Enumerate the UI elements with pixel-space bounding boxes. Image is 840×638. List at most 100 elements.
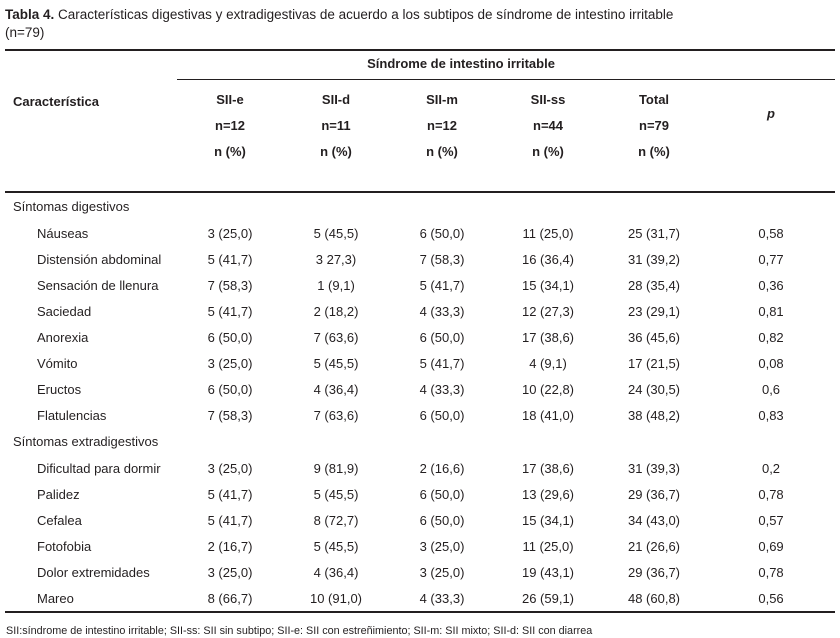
column-unit: n (%) xyxy=(426,144,458,159)
column-name: SII-e xyxy=(216,92,244,107)
cell-value: 6 (50,0) xyxy=(419,407,465,423)
cell-p-value: 0,81 xyxy=(758,303,784,319)
table-row: Distensión abdominal 5 (41,7) 3 27,3) 7 (58… xyxy=(5,246,835,272)
table-row: Flatulencias 7 (58,3) 7 (63,6) 6 (50,0) 18 (… xyxy=(5,402,835,428)
cell-value: 2 (18,2) xyxy=(313,303,359,319)
cell-value: 6 (50,0) xyxy=(419,329,465,345)
cell-value: 34 (43,0) xyxy=(627,512,681,528)
column-name: SII-ss xyxy=(530,92,566,107)
cell-value: 3 (25,0) xyxy=(207,460,253,476)
column-header-sii-d: SII-d n=11 n (%) xyxy=(283,79,389,193)
section-row: Síntomas digestivos xyxy=(5,192,835,220)
cell-value: 5 (41,7) xyxy=(419,277,465,293)
column-header-row: Característica SII-e n=12 n (%) SII-d n=… xyxy=(5,79,836,193)
cell-value: 7 (63,6) xyxy=(313,407,359,423)
section-row: Síntomas extradigestivos xyxy=(5,428,835,455)
cell-value: 5 (45,5) xyxy=(313,486,359,502)
cell-value: 48 (60,8) xyxy=(627,590,681,606)
table-footnote: SII:síndrome de intestino irritable; SII… xyxy=(6,625,593,637)
cell-p-value: 0,2 xyxy=(761,460,781,476)
column-header-total: Total n=79 n (%) xyxy=(601,79,707,193)
cell-value: 5 (41,7) xyxy=(207,303,253,319)
cell-value: 2 (16,6) xyxy=(419,460,465,476)
table-row: Sensación de llenura 7 (58,3) 1 (9,1) 5 (41… xyxy=(5,272,835,298)
cell-p-value: 0,78 xyxy=(758,486,784,502)
cell-value: 38 (48,2) xyxy=(627,407,681,423)
row-label: Flatulencias xyxy=(37,407,107,423)
table-row: Eructos 6 (50,0) 4 (36,4) 4 (33,3) 10 (22,8)… xyxy=(5,376,835,402)
cell-value: 3 (25,0) xyxy=(419,538,465,554)
column-unit: n (%) xyxy=(638,144,670,159)
column-n: n=79 xyxy=(639,118,669,133)
cell-value: 9 (81,9) xyxy=(313,460,359,476)
cell-value: 4 (9,1) xyxy=(529,355,567,371)
cell-value: 12 (27,3) xyxy=(521,303,575,319)
column-header-sii-m: SII-m n=12 n (%) xyxy=(389,79,495,193)
cell-value: 29 (36,7) xyxy=(627,564,681,580)
row-label: Vómito xyxy=(37,355,78,371)
column-name: SII-d xyxy=(321,92,351,107)
row-label: Dolor extremidades xyxy=(37,564,150,580)
spanner-spacer xyxy=(5,50,177,80)
cell-value: 1 (9,1) xyxy=(317,277,355,293)
table-row: Dolor extremidades 3 (25,0) 4 (36,4) 3 (25,… xyxy=(5,559,835,585)
cell-value: 4 (33,3) xyxy=(419,303,465,319)
cell-value: 31 (39,3) xyxy=(627,460,681,476)
column-name: Total xyxy=(638,92,670,107)
cell-value: 5 (45,5) xyxy=(313,225,359,241)
cell-value: 5 (41,7) xyxy=(207,486,253,502)
cell-value: 3 27,3) xyxy=(315,251,357,267)
table-title: Tabla 4. Características digestivas y ex… xyxy=(5,6,833,41)
row-label: Palidez xyxy=(37,486,80,502)
column-n: n=44 xyxy=(533,118,563,133)
table-title-n: (n=79) xyxy=(5,24,45,40)
cell-p-value: 0,58 xyxy=(758,225,784,241)
cell-value: 15 (34,1) xyxy=(521,277,575,293)
table-row: Vómito 3 (25,0) 5 (45,5) 5 (41,7) 4 (9,1) 17 … xyxy=(5,350,835,376)
cell-value: 6 (50,0) xyxy=(419,225,465,241)
cell-value: 4 (33,3) xyxy=(419,381,465,397)
cell-value: 18 (41,0) xyxy=(521,407,575,423)
cell-value: 4 (33,3) xyxy=(419,590,465,606)
section-label: Síntomas digestivos xyxy=(13,199,130,214)
column-unit: n (%) xyxy=(214,144,246,159)
cell-value: 29 (36,7) xyxy=(627,486,681,502)
cell-value: 3 (25,0) xyxy=(207,355,253,371)
cell-value: 3 (25,0) xyxy=(207,225,253,241)
table-row: Palidez 5 (41,7) 5 (45,5) 6 (50,0) 13 (29,6)… xyxy=(5,481,835,507)
cell-value: 11 (25,0) xyxy=(522,225,574,241)
cell-value: 24 (30,5) xyxy=(627,381,681,397)
row-label: Sensación de llenura xyxy=(37,277,159,293)
section-label: Síntomas extradigestivos xyxy=(13,434,159,449)
column-unit: n (%) xyxy=(532,144,564,159)
table-title-text: Características digestivas y extradigest… xyxy=(54,7,674,22)
row-label: Distensión abdominal xyxy=(37,251,162,267)
cell-value: 6 (50,0) xyxy=(419,512,465,528)
cell-p-value: 0,77 xyxy=(758,251,784,267)
table-row: Náuseas 3 (25,0) 5 (45,5) 6 (50,0) 11 (25,0)… xyxy=(5,220,835,246)
row-label: Saciedad xyxy=(37,303,92,319)
table-row: Mareo 8 (66,7) 10 (91,0) 4 (33,3) 26 (59,1) 4… xyxy=(5,585,835,612)
row-label: Náuseas xyxy=(37,225,89,241)
results-table: Síndrome de intestino irritable Caracter… xyxy=(5,49,836,613)
cell-value: 31 (39,2) xyxy=(627,251,681,267)
cell-value: 19 (43,1) xyxy=(521,564,575,580)
column-n: n=12 xyxy=(215,118,245,133)
cell-value: 25 (31,7) xyxy=(627,225,681,241)
cell-value: 7 (58,3) xyxy=(207,277,253,293)
cell-value: 13 (29,6) xyxy=(521,486,575,502)
table-row: Dificultad para dormir 3 (25,0) 9 (81,9) 2 … xyxy=(5,455,835,481)
cell-value: 2 (16,7) xyxy=(207,538,253,554)
cell-value: 6 (50,0) xyxy=(207,381,253,397)
cell-value: 8 (72,7) xyxy=(313,512,359,528)
column-n: n=12 xyxy=(427,118,457,133)
cell-value: 4 (36,4) xyxy=(313,381,359,397)
cell-value: 7 (58,3) xyxy=(207,407,253,423)
cell-value: 17 (38,6) xyxy=(521,329,575,345)
cell-p-value: 0,83 xyxy=(758,407,784,423)
column-header-sii-e: SII-e n=12 n (%) xyxy=(177,79,283,193)
spanner-row: Síndrome de intestino irritable xyxy=(5,50,836,80)
row-label: Cefalea xyxy=(37,512,82,528)
table-body: Síntomas digestivos Náuseas 3 (25,0) 5 (45,… xyxy=(5,192,835,612)
